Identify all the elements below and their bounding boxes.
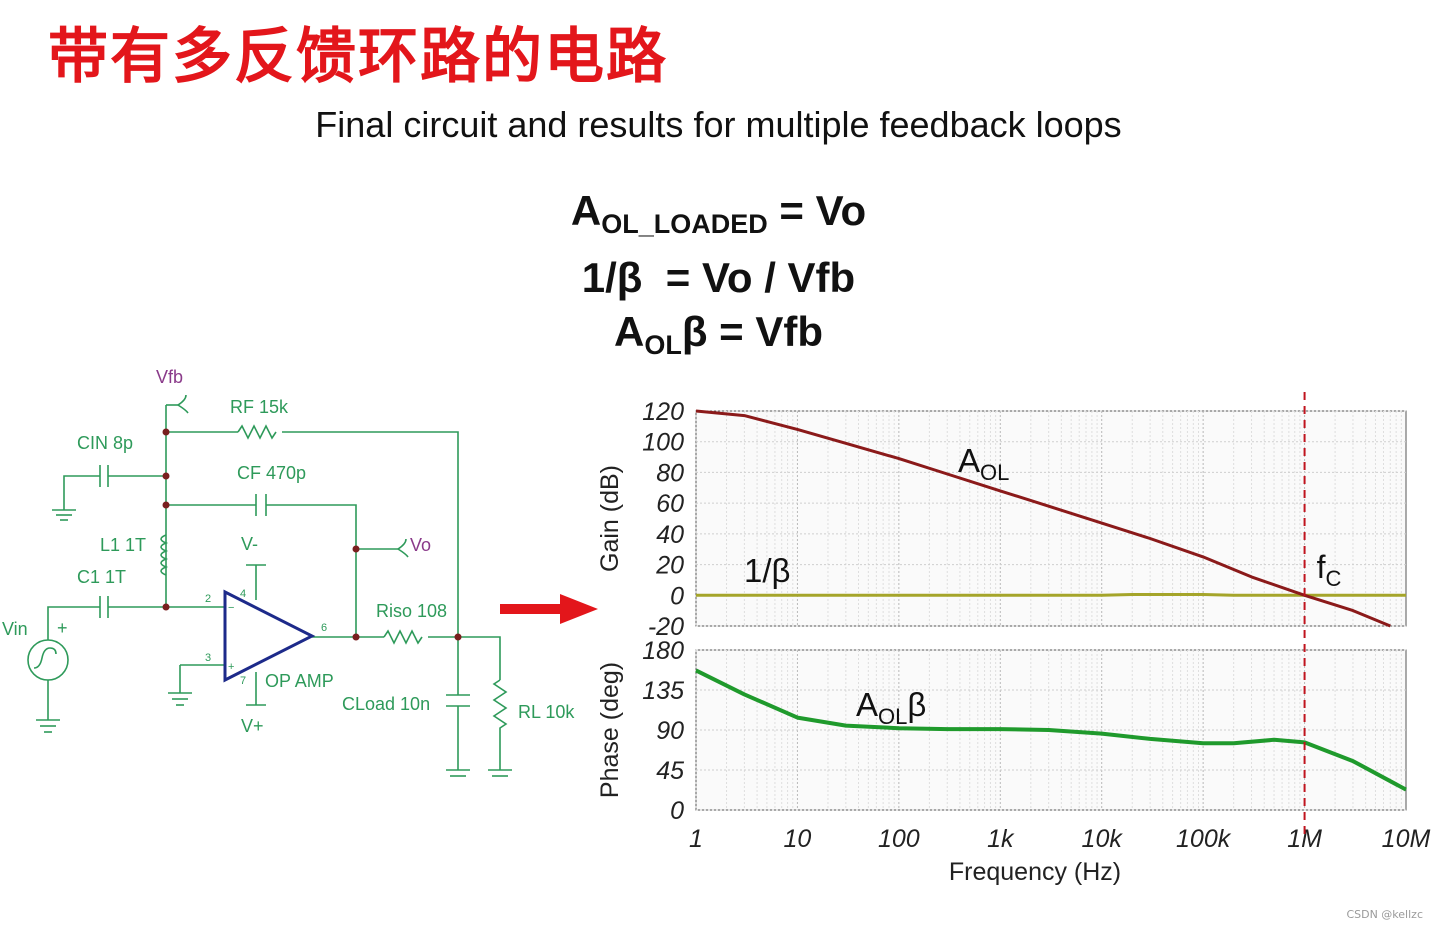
label-loop-gain: AOLβ: [856, 686, 926, 729]
label-rf: RF 15k: [230, 397, 289, 417]
label-cload: CLoad 10n: [342, 694, 430, 714]
gain-y-tick-label: -20: [648, 613, 684, 641]
label-vo: Vo: [410, 535, 431, 555]
gain-y-tick-label: 80: [656, 459, 684, 487]
pin-2: 2: [205, 593, 211, 605]
label-aol: AOL: [958, 442, 1009, 485]
opamp-plus-sign: +: [228, 661, 234, 673]
label-vminus: V-: [241, 534, 258, 554]
gain-y-tick-label: 100: [642, 429, 684, 457]
page-title: 带有多反馈环路的电路: [48, 22, 668, 92]
label-vin-plus: +: [57, 618, 68, 638]
gain-y-tick-label: 120: [642, 398, 684, 426]
label-vplus: V+: [241, 716, 264, 736]
pin-7: 7: [240, 675, 246, 687]
x-tick-label: 100k: [1176, 825, 1232, 853]
phase-y-tick-label: 45: [656, 757, 684, 785]
fc-label: fC: [1317, 549, 1342, 591]
gain-y-tick-label: 20: [655, 552, 684, 580]
gain-y-tick-label: 60: [656, 490, 684, 518]
opamp-minus-sign: −: [228, 602, 234, 614]
x-axis-label: Frequency (Hz): [949, 858, 1121, 886]
label-vfb: Vfb: [156, 367, 183, 387]
csdn-watermark: CSDN @kellzc: [1346, 908, 1423, 921]
x-tick-label: 1: [689, 825, 703, 853]
equations: AOL_LOADED = Vo 1/β = Vo / Vfb AOLβ = Vf…: [0, 184, 1437, 372]
series-loop-gain-phase: [695, 668, 1407, 792]
equation-aol-loaded: AOL_LOADED = Vo: [570, 187, 867, 239]
phase-y-tick-label: 180: [642, 637, 684, 665]
opamp-symbol: [223, 589, 316, 683]
label-inverse-beta: 1/β: [744, 552, 791, 589]
label-opamp: OP AMP: [265, 671, 334, 691]
label-cf: CF 470p: [237, 463, 306, 483]
label-vin: Vin: [2, 619, 28, 639]
label-l1: L1 1T: [100, 535, 146, 555]
label-rl: RL 10k: [518, 702, 575, 722]
equation-loop-gain: AOLβ = Vfb: [614, 308, 823, 360]
x-tick-label: 10: [784, 825, 812, 853]
page-subtitle: Final circuit and results for multiple f…: [315, 104, 1122, 145]
equation-inverse-beta: 1/β = Vo / Vfb: [581, 254, 856, 301]
phase-y-tick-label: 90: [656, 717, 684, 745]
phase-y-axis-label: Phase (deg): [596, 662, 624, 798]
circuit-schematic: Vfb RF 15k CIN 8p CF 470p L1 1T C1 1T V-…: [2, 367, 575, 777]
x-tick-label: 100: [878, 825, 920, 853]
pin-6: 6: [321, 622, 327, 634]
gain-y-axis-label: Gain (dB): [596, 465, 624, 572]
label-cin: CIN 8p: [77, 433, 133, 453]
pin-4: 4: [240, 588, 246, 600]
arrow-icon: [500, 594, 598, 624]
series-aol: [695, 409, 1391, 628]
phase-y-tick-label: 135: [642, 677, 684, 705]
pin-3: 3: [205, 652, 211, 664]
gain-y-tick-label: 40: [656, 521, 684, 549]
label-c1: C1 1T: [77, 567, 126, 587]
x-tick-label: 1k: [987, 825, 1015, 853]
x-tick-label: 10M: [1382, 825, 1431, 853]
phase-y-tick-label: 0: [670, 797, 684, 825]
x-tick-label: 10k: [1082, 825, 1124, 853]
label-riso: Riso 108: [376, 601, 447, 621]
gain-y-tick-label: 0: [670, 582, 684, 610]
